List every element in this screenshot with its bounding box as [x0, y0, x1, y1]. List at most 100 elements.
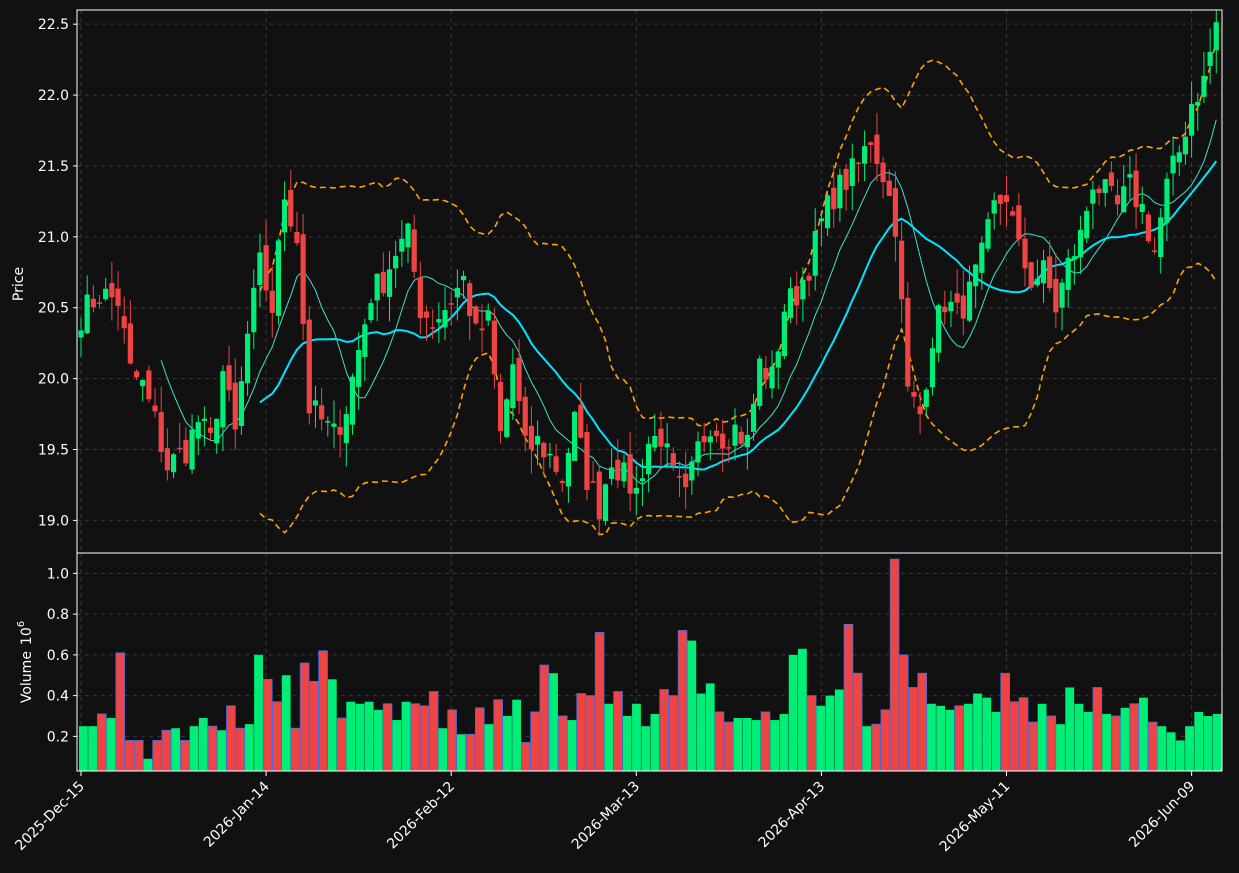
- volume-bar: [539, 664, 550, 772]
- candle-body: [516, 357, 522, 402]
- candle-body: [621, 462, 627, 482]
- volume-bar: [834, 689, 844, 771]
- volume-bar: [788, 654, 798, 771]
- volume-bar: [991, 711, 1001, 771]
- volume-bar: [1018, 697, 1029, 772]
- candle-body: [189, 429, 195, 470]
- volume-bar: [1065, 687, 1075, 771]
- candle-body: [670, 453, 676, 466]
- candle-body: [263, 245, 269, 291]
- candle-body: [528, 425, 535, 450]
- volume-bar: [816, 705, 826, 771]
- candle-body: [818, 218, 824, 222]
- volume-bar: [198, 718, 208, 771]
- price-grid: [77, 10, 1222, 553]
- volume-bar: [1175, 740, 1185, 771]
- volume-bar: [927, 703, 936, 771]
- candle-body: [207, 427, 214, 433]
- volume-bar: [401, 701, 411, 771]
- price-axis-label: Price: [11, 267, 27, 301]
- volume-bar: [714, 711, 725, 772]
- candle-body: [96, 302, 103, 304]
- volume-bar: [1139, 697, 1148, 771]
- candle-body: [238, 381, 245, 427]
- volume-bar: [945, 709, 955, 771]
- volume-bar: [557, 715, 568, 772]
- candle-body: [837, 174, 843, 209]
- candle-body: [454, 287, 460, 298]
- candle-body: [423, 311, 430, 318]
- volume-bar: [226, 705, 236, 772]
- volume-bar: [687, 640, 697, 771]
- volume-bar: [1092, 687, 1103, 772]
- candle-body: [843, 168, 849, 190]
- volume-bar: [880, 709, 891, 772]
- candle-body: [861, 146, 868, 164]
- volume-bars: [79, 558, 1222, 772]
- candle-body: [658, 428, 664, 447]
- volume-bar: [622, 715, 632, 771]
- candle-body: [553, 456, 559, 472]
- candle-body: [874, 134, 880, 164]
- volume-bar: [336, 717, 347, 772]
- candle-body: [1059, 282, 1065, 308]
- candle-body: [590, 481, 596, 483]
- candle-body: [541, 442, 547, 458]
- volume-bar: [760, 711, 771, 772]
- candle-body: [565, 452, 572, 487]
- volume-bar: [79, 726, 88, 771]
- candle-body: [720, 433, 726, 449]
- candle-body: [991, 200, 997, 214]
- candle-body: [979, 242, 985, 273]
- price-tick-label: 20.0: [38, 372, 69, 388]
- candle-body: [572, 411, 578, 461]
- volume-bar: [1194, 711, 1204, 771]
- candle-body: [121, 316, 127, 329]
- volume-bar: [327, 679, 337, 771]
- candle-body: [1040, 260, 1047, 284]
- candle-body: [1139, 203, 1145, 213]
- price-tick-label: 21.0: [38, 230, 69, 246]
- volume-bar: [668, 695, 679, 772]
- candle-body: [127, 323, 133, 364]
- candle-body: [1047, 256, 1053, 289]
- candle-body: [146, 370, 152, 400]
- volume-bar: [825, 695, 835, 771]
- volume-bar: [594, 632, 605, 772]
- candle-body: [1096, 188, 1102, 194]
- volume-bar: [1000, 672, 1010, 772]
- volume-bar: [1074, 703, 1084, 771]
- volume-bar: [613, 691, 623, 772]
- candle-body: [1164, 178, 1170, 223]
- candle-body: [954, 293, 960, 303]
- candle-body: [84, 294, 90, 334]
- volume-bar: [106, 718, 116, 771]
- volume-bar: [1102, 713, 1111, 771]
- volume-bar: [1157, 726, 1167, 771]
- volume-bar: [171, 728, 180, 771]
- candle-body: [405, 223, 411, 248]
- candle-body: [1102, 179, 1108, 193]
- candle-body: [794, 286, 800, 306]
- candle-body: [849, 158, 855, 186]
- candle-body: [214, 418, 220, 444]
- candle-body: [312, 400, 319, 406]
- candle-body: [1108, 172, 1114, 186]
- candle-body: [331, 423, 337, 427]
- candle-body: [744, 434, 750, 448]
- candle-body: [960, 295, 966, 319]
- candle-body: [973, 264, 979, 287]
- volume-bar: [521, 742, 531, 772]
- price-tick-label: 19.0: [38, 513, 69, 529]
- volume-bar: [244, 724, 254, 771]
- candle-body: [485, 310, 491, 321]
- candle-body: [985, 219, 991, 249]
- candle-body: [226, 365, 232, 391]
- candle-body: [676, 476, 683, 478]
- candle-body: [1034, 278, 1040, 286]
- candle-body: [639, 478, 646, 482]
- candle-body: [491, 320, 497, 375]
- candle-body: [917, 406, 923, 415]
- volume-bar: [88, 726, 98, 771]
- candle-body: [701, 436, 707, 443]
